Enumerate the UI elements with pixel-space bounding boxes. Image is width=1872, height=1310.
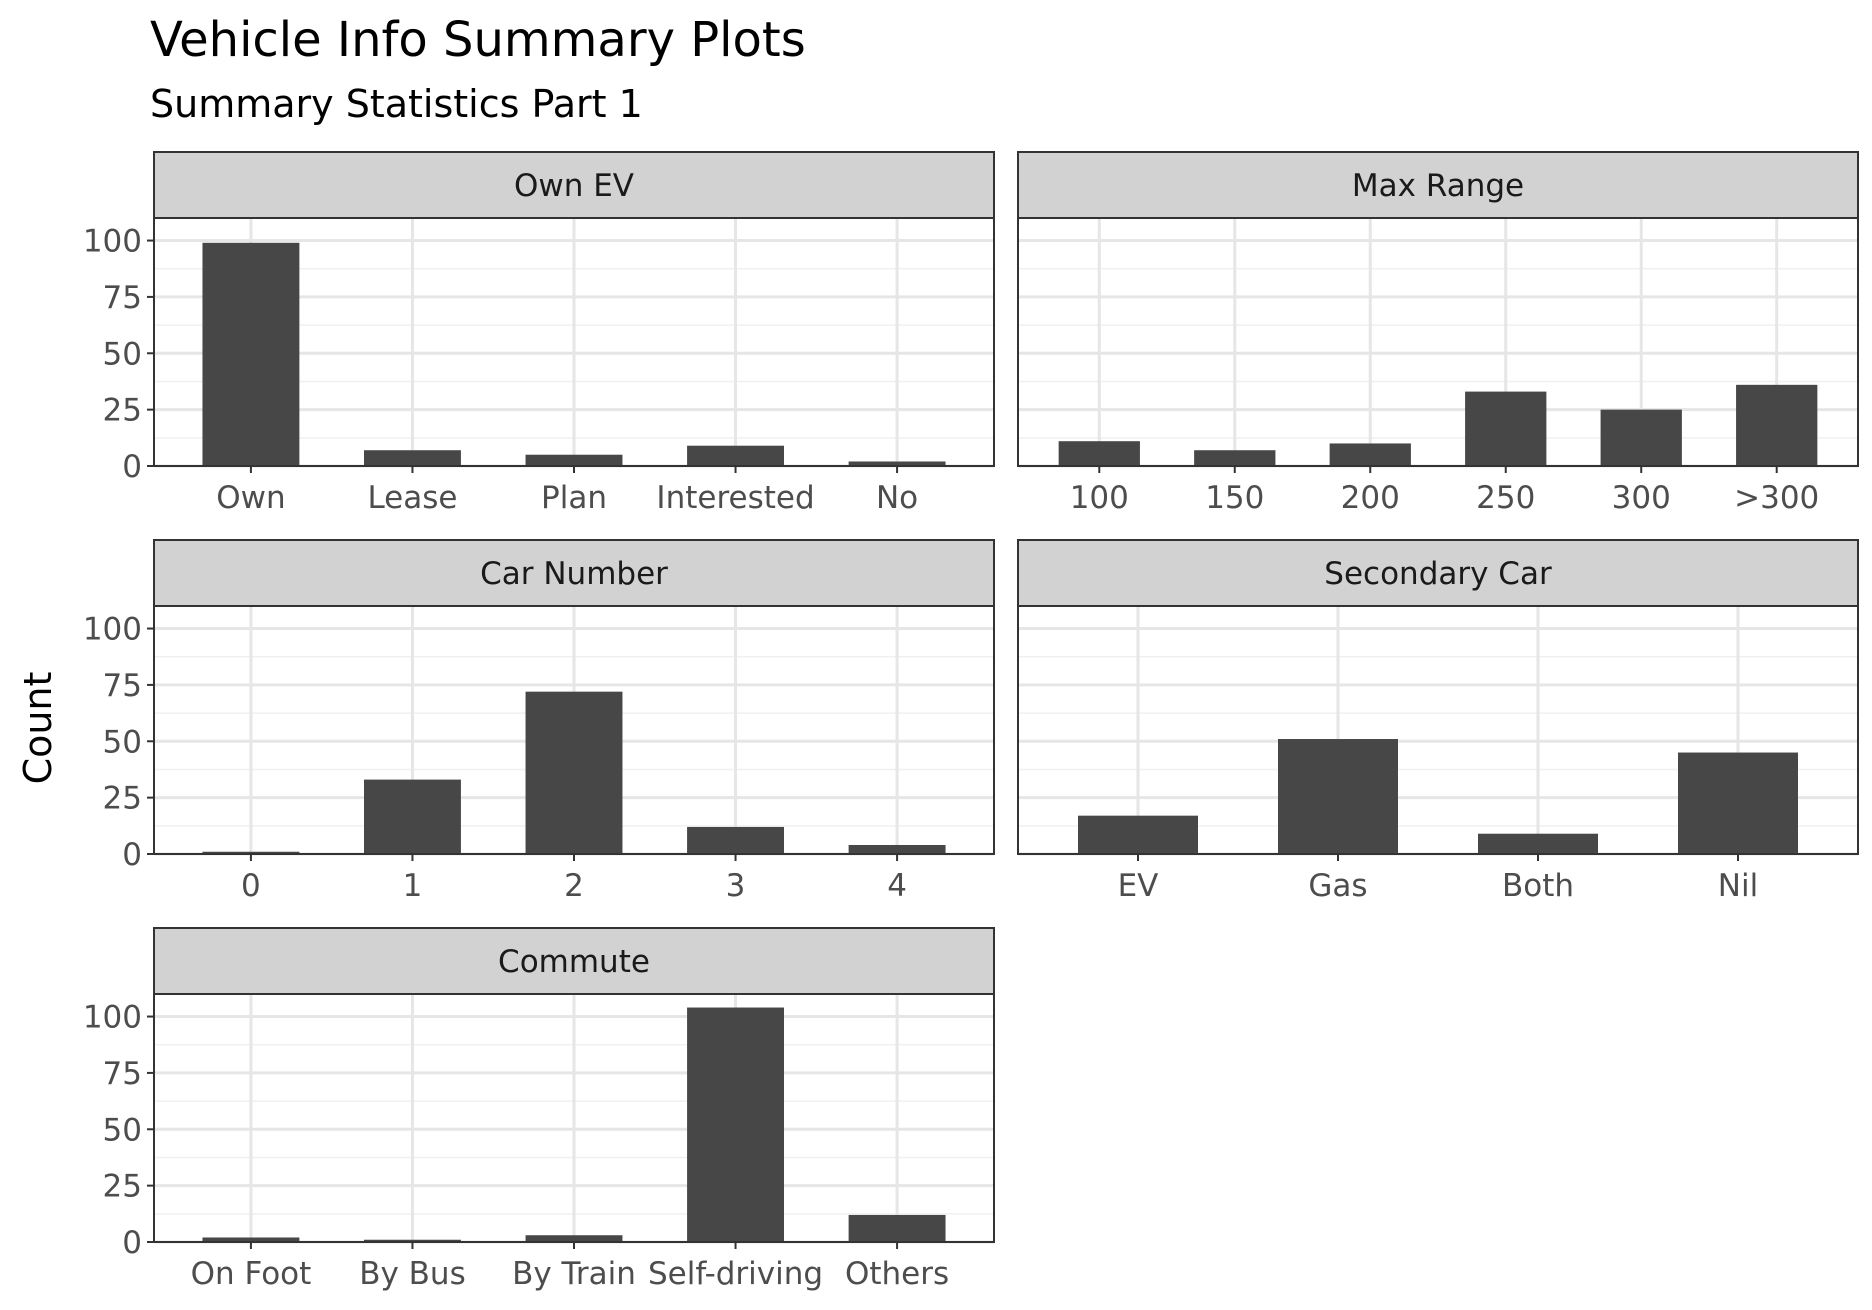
panel-max-range: Max Range 100 150 200 250 300 >300 <box>1017 151 1859 516</box>
bar-others <box>848 1214 946 1242</box>
plot-background <box>1018 218 1858 466</box>
bar-2 <box>525 691 623 854</box>
y-tick-label: 50 <box>103 1112 142 1148</box>
y-tick-label: 0 <box>122 837 142 873</box>
x-tick-label: By Bus <box>359 1256 466 1292</box>
bar-lease <box>364 450 461 466</box>
x-tick-label: Lease <box>367 480 457 516</box>
strip-label: Commute <box>498 944 650 980</box>
x-tick-label: Gas <box>1308 868 1367 904</box>
bar-3 <box>687 826 784 854</box>
strip-label: Max Range <box>1352 168 1524 204</box>
strip-label: Secondary Car <box>1324 556 1552 592</box>
bar-by-train <box>525 1235 623 1242</box>
y-tick-label: 25 <box>103 1169 142 1205</box>
x-tick-label: Self-driving <box>648 1256 823 1292</box>
y-tick-label: 50 <box>103 336 142 372</box>
panel-own-ev: Own EV Own Lease Plan Interested No 0 25 50 75 100 <box>83 151 995 516</box>
bar-1 <box>364 779 461 854</box>
bar-own <box>202 242 300 466</box>
bar-300 <box>1736 384 1818 466</box>
x-tick-label: 3 <box>726 868 746 904</box>
x-tick-label: Own <box>216 480 285 516</box>
bar-interested <box>687 445 784 466</box>
x-tick-label: >300 <box>1734 480 1819 516</box>
x-tick-label: 4 <box>887 868 907 904</box>
x-tick-label: Nil <box>1718 868 1758 904</box>
x-tick-label: EV <box>1118 868 1159 904</box>
y-tick-label: 0 <box>122 1225 142 1261</box>
y-tick-label: 0 <box>122 449 142 485</box>
y-tick-label: 50 <box>103 724 142 760</box>
bar-self-driving <box>687 1007 784 1242</box>
y-tick-label: 100 <box>83 1000 142 1036</box>
bar-gas <box>1278 739 1398 854</box>
strip-label: Car Number <box>480 556 668 592</box>
bar-both <box>1478 833 1598 854</box>
bar-ev <box>1078 815 1198 854</box>
bar-no <box>848 461 946 466</box>
bar-150 <box>1194 450 1276 466</box>
strip-background <box>1017 151 1859 219</box>
x-tick-label: No <box>876 480 918 516</box>
bar-250 <box>1465 391 1547 466</box>
strip-label: Own EV <box>514 168 634 204</box>
bar-200 <box>1329 443 1411 466</box>
y-tick-label: 25 <box>103 393 142 429</box>
chart-subtitle: Summary Statistics Part 1 <box>150 82 643 126</box>
x-tick-label: Others <box>845 1256 949 1292</box>
bar-4 <box>848 844 946 854</box>
x-tick-label: Both <box>1502 868 1574 904</box>
x-tick-label: 200 <box>1341 480 1400 516</box>
x-tick-label: 150 <box>1205 480 1264 516</box>
x-tick-label: Interested <box>656 480 814 516</box>
bar-nil <box>1678 752 1798 854</box>
y-tick-label: 75 <box>103 1056 142 1092</box>
chart-title: Vehicle Info Summary Plots <box>150 12 806 68</box>
y-tick-label: 100 <box>83 224 142 260</box>
x-tick-label: Plan <box>541 480 607 516</box>
x-tick-label: 100 <box>1070 480 1129 516</box>
panel-car-number: Car Number 0 1 2 3 4 0 25 50 75 100 <box>83 539 995 904</box>
x-tick-label: 1 <box>403 868 423 904</box>
panel-commute: Commute On Foot By Bus By Train Self-driving… <box>83 927 995 1292</box>
x-tick-label: 300 <box>1612 480 1671 516</box>
bar-by-bus <box>364 1239 461 1242</box>
y-tick-label: 75 <box>103 668 142 704</box>
strip-background <box>1017 539 1859 607</box>
bar-100 <box>1058 441 1140 466</box>
bar-300 <box>1600 409 1682 466</box>
panel-secondary-car: Secondary Car EV Gas Both Nil <box>1017 539 1859 904</box>
x-tick-label: 0 <box>241 868 261 904</box>
y-tick-label: 25 <box>103 781 142 817</box>
x-tick-label: 250 <box>1476 480 1535 516</box>
x-tick-label: On Foot <box>191 1256 312 1292</box>
y-tick-label: 75 <box>103 280 142 316</box>
y-tick-label: 100 <box>83 612 142 648</box>
bar-plan <box>525 454 623 466</box>
strip-background <box>153 539 995 607</box>
x-tick-label: By Train <box>512 1256 636 1292</box>
strip-background <box>153 151 995 219</box>
x-tick-label: 2 <box>564 868 584 904</box>
bar-0 <box>202 851 300 854</box>
bar-on-foot <box>202 1237 300 1242</box>
strip-background <box>153 927 995 995</box>
